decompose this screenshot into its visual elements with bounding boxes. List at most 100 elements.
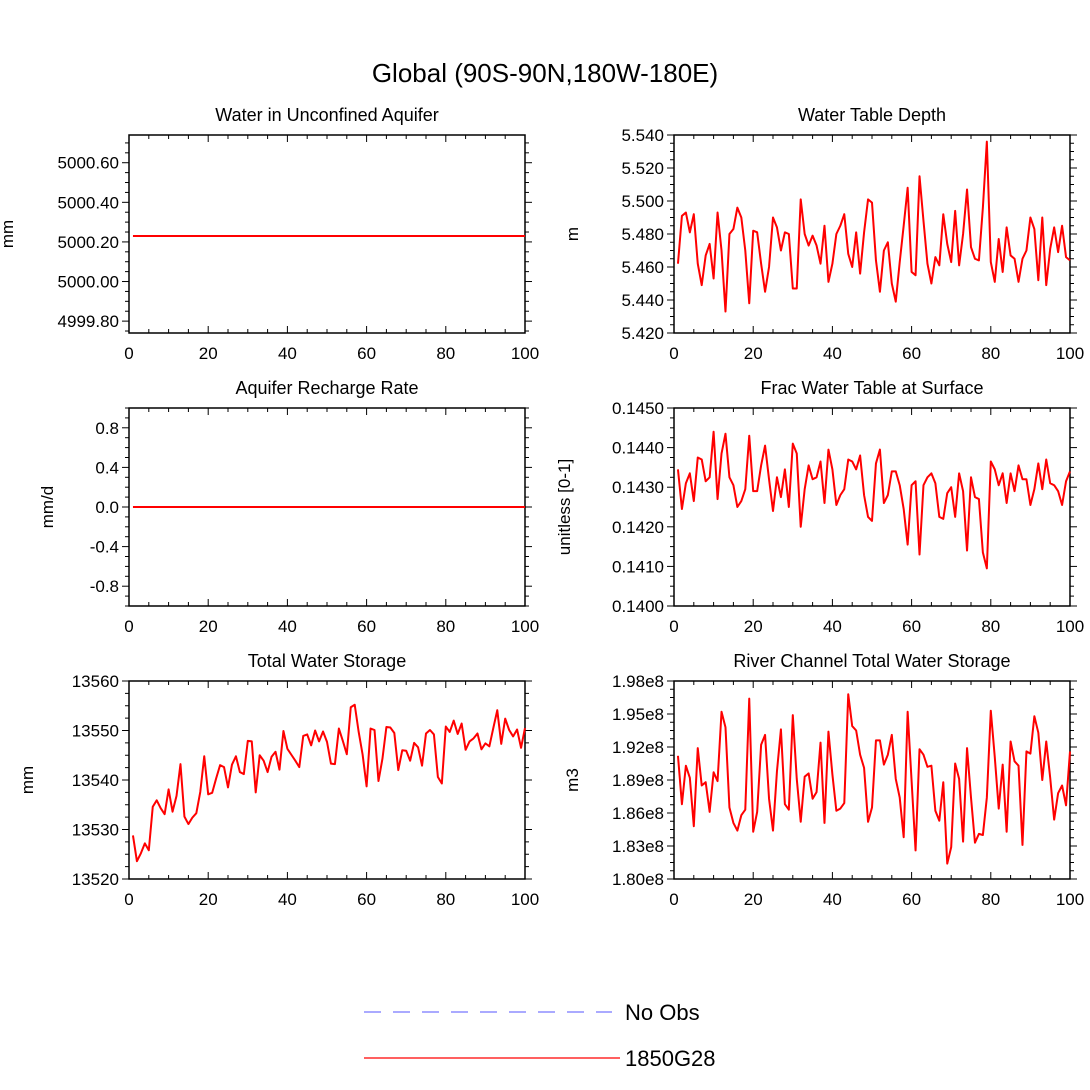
x-tick-label: 40 [823, 344, 842, 363]
y-tick-label: 0.1430 [612, 478, 664, 497]
y-tick-label: 5.540 [621, 126, 664, 145]
y-tick-label: 0.8 [95, 419, 119, 438]
y-tick-label: 0.1410 [612, 557, 664, 576]
x-tick-label: 40 [278, 344, 297, 363]
x-tick-label: 20 [199, 890, 218, 909]
panel-title: Water in Unconfined Aquifer [215, 105, 438, 125]
panel-total-water-storage: 0 20 40 60 80 100 13520 13530 13540 13550 13560 Tot… [18, 651, 539, 909]
y-tick-label: 13530 [72, 821, 119, 840]
x-tick-label: 100 [511, 344, 539, 363]
panels: 0 20 40 60 80 100 4999.80 5000.00 5000.20 5000.40… [0, 105, 1084, 909]
y-tick-label: 1.95e8 [612, 705, 664, 724]
y-tick-label: 1.98e8 [612, 672, 664, 691]
y-tick-label: 5000.60 [58, 154, 119, 173]
y-tick-label: 13550 [72, 722, 119, 741]
x-tick-label: 0 [124, 344, 133, 363]
y-tick-label: 5.480 [621, 225, 664, 244]
x-tick-label: 80 [981, 344, 1000, 363]
y-axis-label: mm [18, 766, 37, 794]
series-line-1850g28 [131, 703, 526, 863]
x-tick-label: 100 [511, 890, 539, 909]
panel-title: Water Table Depth [798, 105, 946, 125]
panel-title: Frac Water Table at Surface [760, 378, 983, 398]
y-tick-label: 0.1420 [612, 518, 664, 537]
x-tick-label: 40 [823, 890, 842, 909]
x-tick-label: 80 [436, 890, 455, 909]
x-tick-label: 60 [357, 617, 376, 636]
x-tick-label: 40 [278, 617, 297, 636]
x-tick-label: 60 [902, 617, 921, 636]
x-tick-label: 0 [669, 344, 678, 363]
y-tick-label: 13560 [72, 672, 119, 691]
x-tick-label: 20 [199, 617, 218, 636]
y-tick-label: 0.1450 [612, 399, 664, 418]
x-tick-label: 60 [357, 344, 376, 363]
plot-frame [128, 134, 526, 334]
x-tick-label: 0 [124, 617, 133, 636]
y-tick-label: 5.420 [621, 324, 664, 343]
legend-label-no-obs: No Obs [625, 1000, 700, 1025]
plot-frame [673, 680, 1071, 880]
x-tick-label: 60 [902, 890, 921, 909]
y-tick-label: 5.440 [621, 291, 664, 310]
y-tick-label: 1.86e8 [612, 804, 664, 823]
x-tick-label: 80 [981, 617, 1000, 636]
y-tick-label: 5.520 [621, 159, 664, 178]
y-tick-label: 5.460 [621, 258, 664, 277]
series-line-1850g28 [676, 140, 1071, 313]
y-tick-label: -0.4 [90, 538, 119, 557]
y-tick-label: 1.89e8 [612, 771, 664, 790]
y-tick-label: -0.8 [90, 577, 119, 596]
x-tick-label: 0 [669, 890, 678, 909]
y-tick-label: 5.500 [621, 192, 664, 211]
y-tick-label: 0.0 [95, 498, 119, 517]
legend: No Obs 1850G28 [364, 1000, 716, 1071]
panel-title: Total Water Storage [248, 651, 406, 671]
y-axis-label: unitless [0-1] [555, 459, 574, 555]
y-axis-label: m3 [563, 768, 582, 792]
panel-water-in-unconfined-aquifer: 0 20 40 60 80 100 4999.80 5000.00 5000.20 5000.40… [0, 105, 539, 363]
y-tick-label: 5000.40 [58, 193, 119, 212]
y-axis-label: mm/d [38, 486, 57, 529]
panel-aquifer-recharge-rate: 0 20 40 60 80 100 -0.8 -0.4 0.0 0.4 0.8 Aquifer Rec… [38, 378, 539, 636]
x-tick-label: 60 [357, 890, 376, 909]
y-tick-label: 0.1440 [612, 439, 664, 458]
series-line-1850g28 [676, 693, 1071, 865]
y-tick-label: 1.92e8 [612, 738, 664, 757]
y-tick-label: 13540 [72, 771, 119, 790]
x-tick-label: 80 [436, 344, 455, 363]
y-tick-label: 4999.80 [58, 312, 119, 331]
y-tick-label: 13520 [72, 870, 119, 889]
y-tick-label: 5000.00 [58, 273, 119, 292]
plot-frame [128, 680, 526, 880]
series-line-1850g28 [676, 430, 1071, 570]
x-tick-label: 80 [436, 617, 455, 636]
y-tick-label: 0.4 [95, 458, 119, 477]
x-tick-label: 100 [1056, 890, 1084, 909]
x-tick-label: 0 [669, 617, 678, 636]
y-axis-label: mm [0, 220, 17, 248]
x-tick-label: 20 [744, 617, 763, 636]
legend-label-1850g28: 1850G28 [625, 1046, 716, 1071]
y-tick-label: 1.83e8 [612, 837, 664, 856]
x-tick-label: 0 [124, 890, 133, 909]
y-tick-label: 1.80e8 [612, 870, 664, 889]
x-tick-label: 100 [1056, 617, 1084, 636]
x-tick-label: 20 [744, 344, 763, 363]
panel-title: Aquifer Recharge Rate [235, 378, 418, 398]
x-tick-label: 40 [823, 617, 842, 636]
y-tick-label: 5000.20 [58, 233, 119, 252]
x-tick-label: 80 [981, 890, 1000, 909]
x-tick-label: 20 [744, 890, 763, 909]
x-tick-label: 40 [278, 890, 297, 909]
y-tick-label: 0.1400 [612, 597, 664, 616]
x-tick-label: 100 [1056, 344, 1084, 363]
y-axis-label: m [563, 227, 582, 241]
plot-frame [673, 134, 1071, 334]
panel-water-table-depth: 0 20 40 60 80 100 5.420 5.440 5.460 5.480 5.500 5.5… [563, 105, 1084, 363]
panel-frac-water-table-at-surface: 0 20 40 60 80 100 0.1400 0.1410 0.1420 0.1430 0.14… [555, 378, 1084, 636]
x-tick-label: 100 [511, 617, 539, 636]
x-tick-label: 60 [902, 344, 921, 363]
panel-river-channel-total-water-storage: 0 20 40 60 80 100 1.80e8 1.83e8 1.86e8 1.89e8 1.92… [563, 651, 1084, 909]
